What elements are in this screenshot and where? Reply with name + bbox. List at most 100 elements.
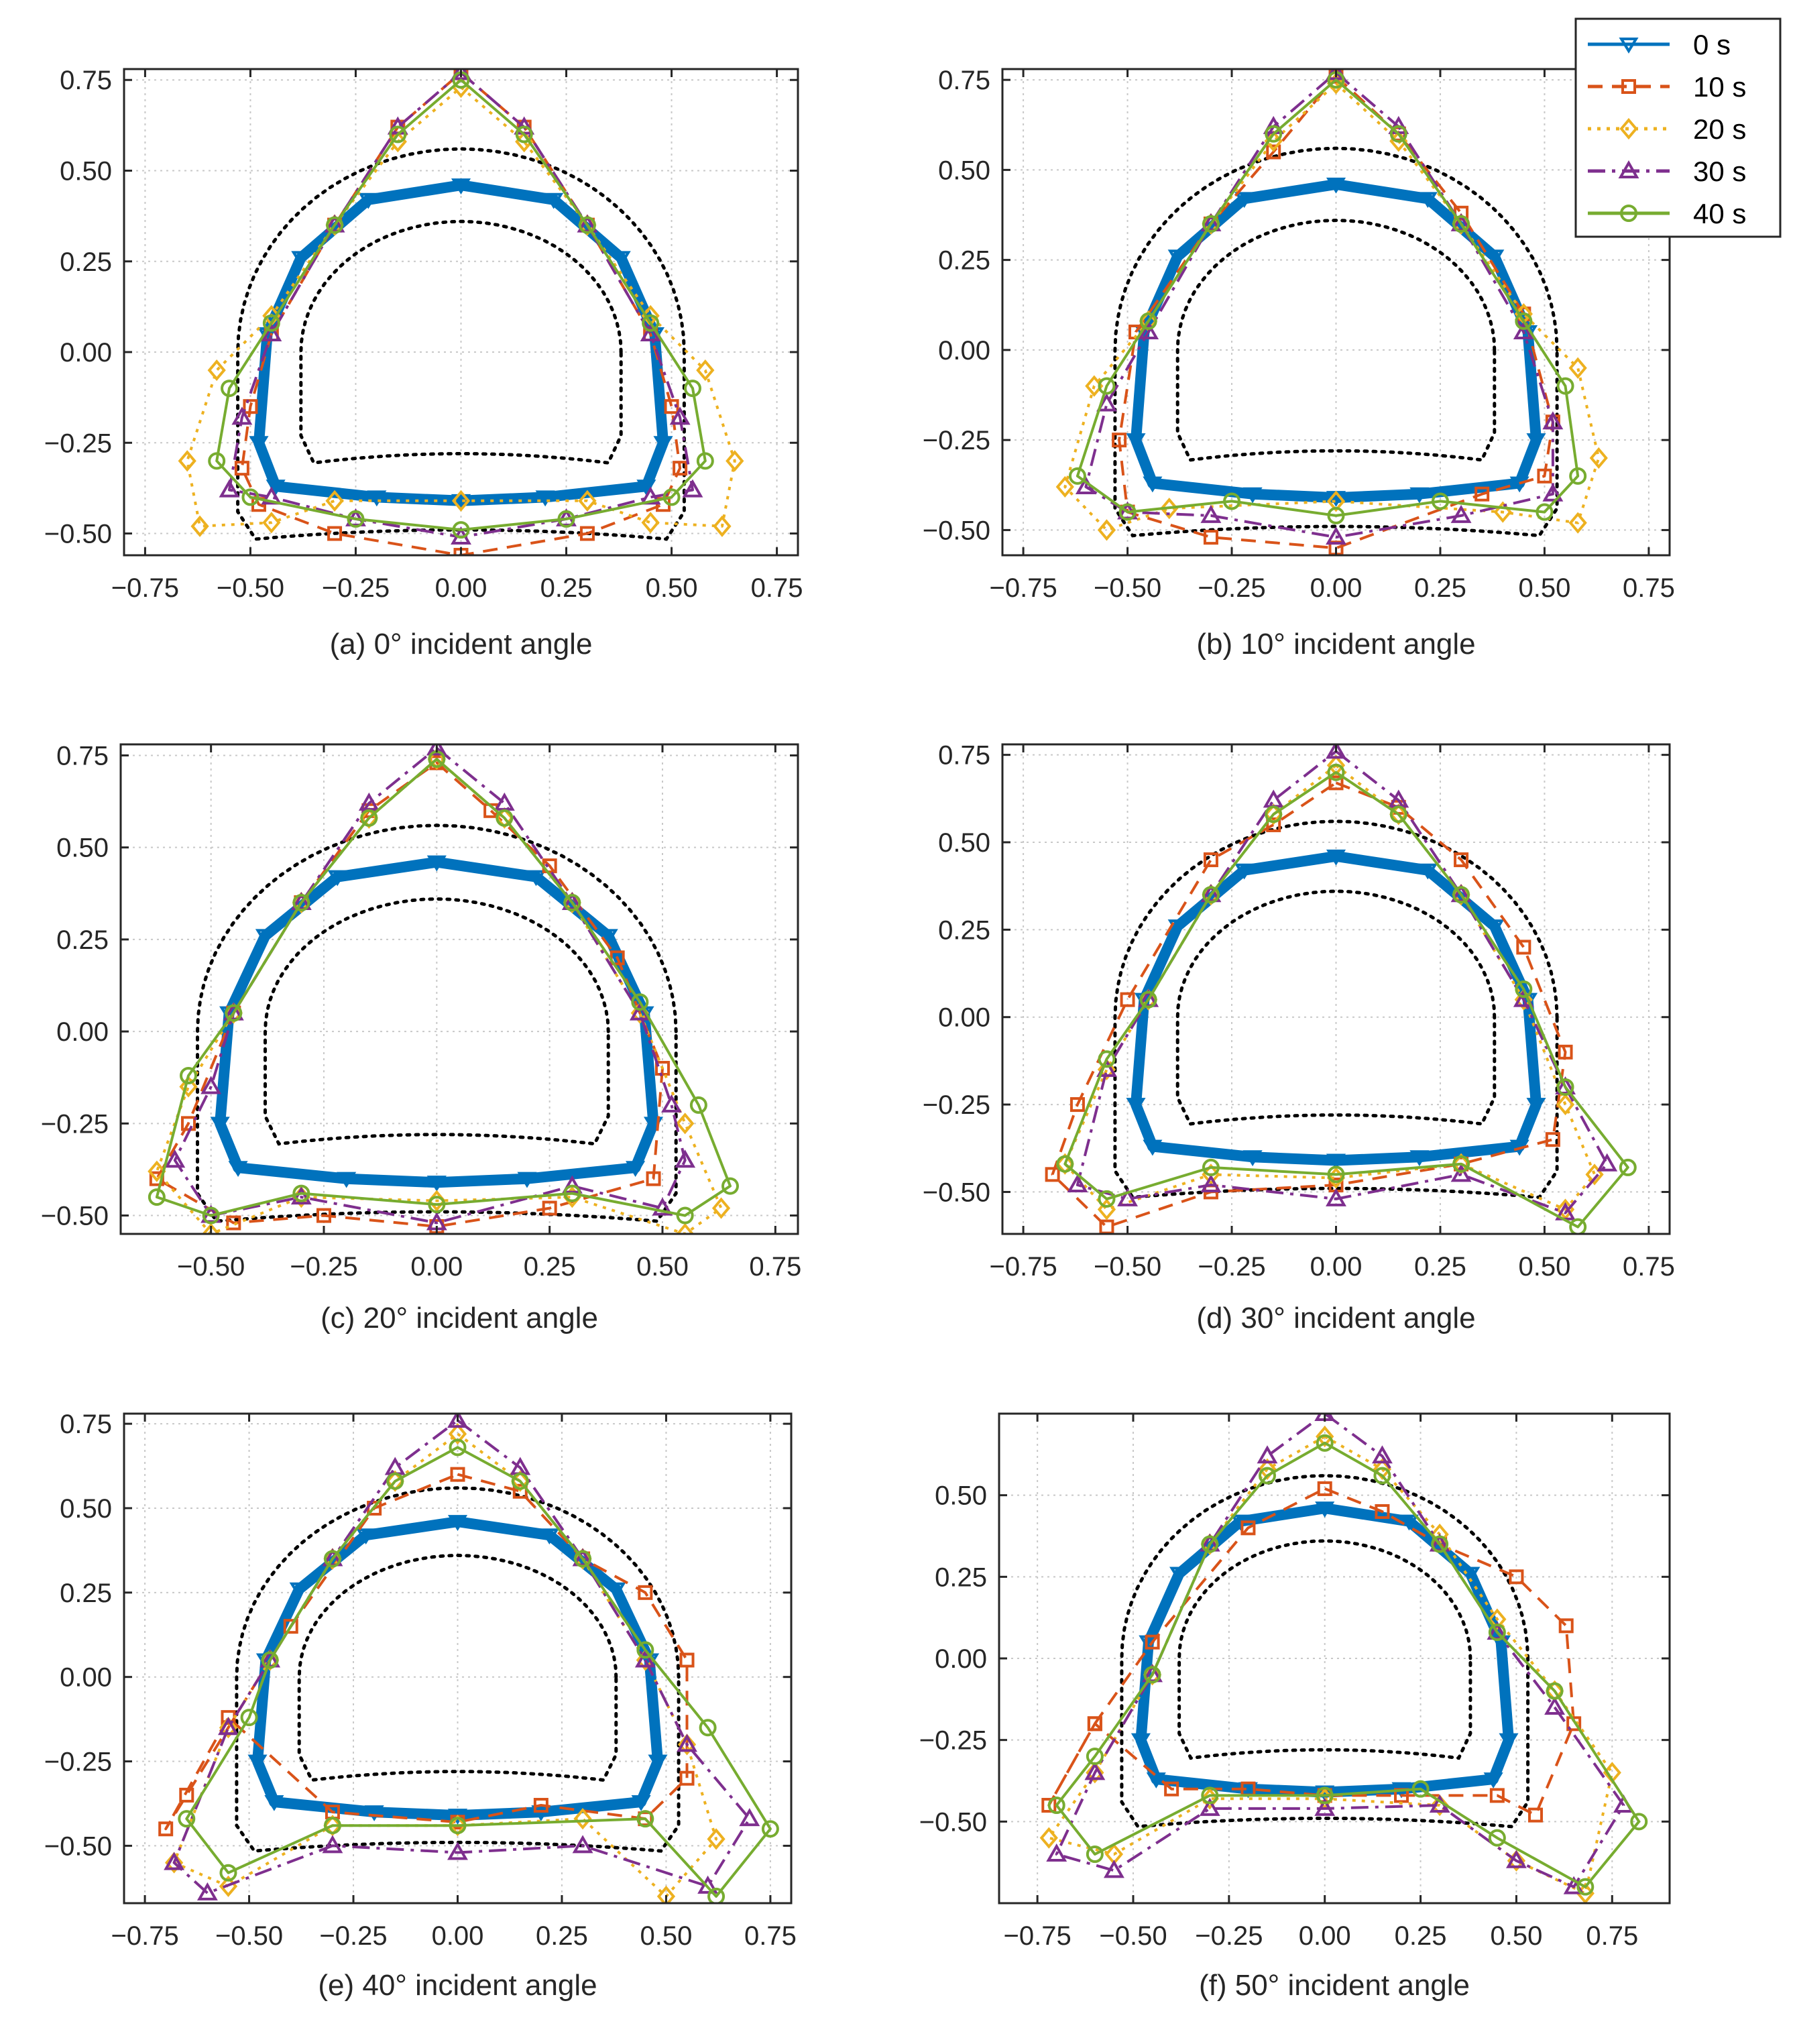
- data-point: [1143, 1666, 1161, 1684]
- y-tick-label: −0.25: [41, 1109, 109, 1139]
- series-line: [215, 856, 659, 1188]
- outer-boundary: [196, 824, 678, 1223]
- data-point: [573, 1808, 592, 1830]
- x-tick-label: 0.75: [751, 573, 803, 603]
- reference-boundaries: [1120, 1473, 1530, 1829]
- data-point: [517, 1172, 537, 1188]
- outer-boundary: [1113, 146, 1559, 538]
- data-point: [449, 1438, 467, 1457]
- data-point: [1399, 1514, 1419, 1531]
- data-point: [679, 1770, 695, 1786]
- data-point: [1375, 1504, 1390, 1519]
- data-point: [579, 526, 595, 541]
- data-point: [291, 251, 311, 268]
- data-point: [1131, 1733, 1151, 1750]
- data-point: [1118, 503, 1137, 521]
- data-point: [1041, 1798, 1057, 1813]
- panels: −0.75 −0.50 −0.25 0.00 0.25 0.50 0.75 −0.50 −0.2…: [41, 66, 1675, 2002]
- data-point: [707, 1828, 726, 1850]
- data-point: [1265, 125, 1283, 143]
- x-tick-label: 0.75: [1623, 573, 1675, 603]
- x-tick-label: −0.50: [177, 1252, 245, 1282]
- outer-boundary: [1113, 819, 1559, 1200]
- data-point: [1526, 1098, 1546, 1114]
- y-tick-label: 0.75: [60, 66, 112, 95]
- data-point: [1537, 468, 1552, 484]
- data-point: [1084, 1762, 1106, 1780]
- data-point: [676, 1113, 695, 1135]
- x-tick-label: −0.25: [290, 1252, 357, 1282]
- y-tick-label: 0.00: [56, 1017, 109, 1047]
- y-tick-label: 0.00: [938, 1003, 990, 1033]
- data-point: [626, 1161, 646, 1178]
- data-point: [1086, 1846, 1104, 1863]
- data-point: [578, 216, 596, 234]
- data-point: [696, 359, 715, 382]
- series-line: [164, 1473, 689, 1831]
- y-tick-label: 0.25: [938, 246, 990, 276]
- data-point: [542, 1200, 557, 1216]
- data-point: [261, 486, 282, 505]
- axes-box: [119, 743, 799, 1235]
- legend-marker: [1619, 38, 1639, 54]
- y-tick-label: 0.25: [56, 925, 109, 955]
- data-point: [652, 1197, 673, 1216]
- data-point: [1098, 1190, 1116, 1208]
- data-point: [1316, 1434, 1334, 1452]
- y-tick-label: 0.50: [60, 156, 112, 186]
- legend-label: 40 s: [1693, 198, 1746, 229]
- data-point: [636, 1641, 654, 1659]
- data-point: [655, 1061, 670, 1076]
- y-tick-label: 0.25: [935, 1563, 987, 1592]
- data-point: [1505, 1850, 1527, 1868]
- reference-boundaries: [1113, 146, 1559, 538]
- data-point: [1234, 863, 1255, 880]
- legend-marker: [1620, 205, 1637, 222]
- y-tick-label: −0.50: [919, 1807, 987, 1837]
- inner-boundary: [1177, 1539, 1472, 1760]
- data-point: [1202, 1158, 1220, 1176]
- data-point: [1488, 1608, 1507, 1630]
- data-point: [451, 490, 471, 512]
- data-point: [574, 1550, 592, 1568]
- data-point: [451, 178, 471, 194]
- data-point: [196, 1882, 218, 1900]
- data-point: [1568, 357, 1587, 379]
- data-point: [1544, 1696, 1566, 1715]
- data-point: [664, 399, 679, 414]
- series-line: [1055, 1441, 1641, 1888]
- data-point: [255, 929, 276, 946]
- data-point: [360, 809, 378, 827]
- data-point: [636, 1810, 654, 1828]
- data-point: [676, 1206, 694, 1225]
- series-line: [1047, 1487, 1576, 1817]
- x-tick-label: −0.75: [111, 1921, 178, 1951]
- data-point: [721, 1177, 739, 1195]
- data-point: [1096, 393, 1117, 412]
- panel-d: −0.75 −0.50 −0.25 0.00 0.25 0.50 0.75 −0.50 −0.2…: [923, 741, 1675, 1335]
- y-tick-label: 0.00: [935, 1644, 987, 1674]
- data-point: [1327, 763, 1345, 781]
- y-tick-label: −0.50: [41, 1202, 109, 1231]
- data-point: [1169, 1567, 1190, 1583]
- data-point: [1143, 476, 1163, 493]
- x-tick-label: 0.75: [1623, 1252, 1675, 1282]
- data-point: [1515, 980, 1533, 998]
- data-point: [1068, 467, 1086, 485]
- data-point: [226, 1215, 241, 1231]
- x-tick-label: −0.50: [217, 573, 284, 603]
- data-point: [428, 1196, 446, 1214]
- data-point: [679, 1652, 695, 1668]
- data-point: [1556, 1093, 1575, 1116]
- data-point: [634, 1649, 656, 1668]
- data-point: [262, 314, 280, 332]
- data-point: [682, 479, 703, 498]
- data-point: [1315, 1501, 1335, 1518]
- series-line: [253, 180, 669, 506]
- series-line: [1047, 1435, 1614, 1895]
- data-point: [1460, 1567, 1481, 1583]
- panel-caption: (e) 40° incident angle: [318, 1969, 597, 2002]
- data-point: [1167, 249, 1188, 266]
- data-point: [1242, 1150, 1263, 1167]
